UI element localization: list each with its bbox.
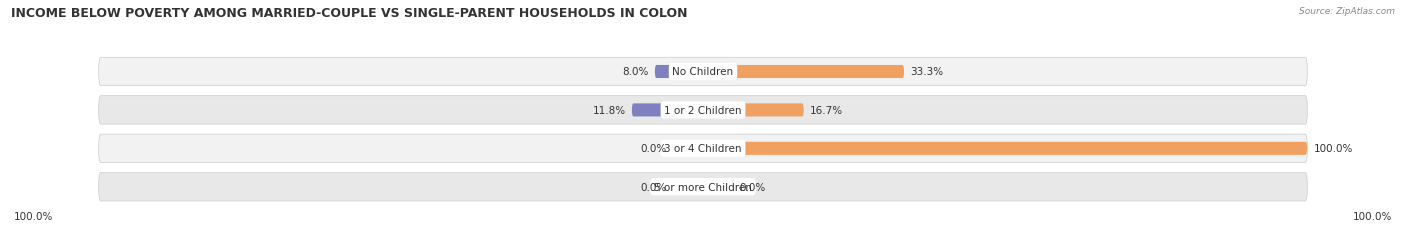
Text: 100.0%: 100.0% xyxy=(1353,211,1392,221)
FancyBboxPatch shape xyxy=(673,180,703,193)
Text: 0.0%: 0.0% xyxy=(641,144,666,154)
Text: 100.0%: 100.0% xyxy=(1313,144,1353,154)
FancyBboxPatch shape xyxy=(673,142,703,155)
FancyBboxPatch shape xyxy=(655,66,703,79)
FancyBboxPatch shape xyxy=(98,96,1308,125)
Text: 0.0%: 0.0% xyxy=(740,182,765,192)
FancyBboxPatch shape xyxy=(703,104,804,117)
Text: Source: ZipAtlas.com: Source: ZipAtlas.com xyxy=(1299,7,1395,16)
FancyBboxPatch shape xyxy=(703,142,1308,155)
Text: 5 or more Children: 5 or more Children xyxy=(654,182,752,192)
Text: INCOME BELOW POVERTY AMONG MARRIED-COUPLE VS SINGLE-PARENT HOUSEHOLDS IN COLON: INCOME BELOW POVERTY AMONG MARRIED-COUPL… xyxy=(11,7,688,20)
Text: 33.3%: 33.3% xyxy=(910,67,943,77)
FancyBboxPatch shape xyxy=(98,58,1308,86)
FancyBboxPatch shape xyxy=(98,134,1308,163)
FancyBboxPatch shape xyxy=(631,104,703,117)
Text: 16.7%: 16.7% xyxy=(810,106,844,116)
Text: 3 or 4 Children: 3 or 4 Children xyxy=(664,144,742,154)
FancyBboxPatch shape xyxy=(98,173,1308,201)
FancyBboxPatch shape xyxy=(703,180,733,193)
Text: 8.0%: 8.0% xyxy=(623,67,648,77)
Text: No Children: No Children xyxy=(672,67,734,77)
FancyBboxPatch shape xyxy=(703,66,904,79)
Text: 100.0%: 100.0% xyxy=(14,211,53,221)
Text: 11.8%: 11.8% xyxy=(592,106,626,116)
Text: 1 or 2 Children: 1 or 2 Children xyxy=(664,106,742,116)
Text: 0.0%: 0.0% xyxy=(641,182,666,192)
